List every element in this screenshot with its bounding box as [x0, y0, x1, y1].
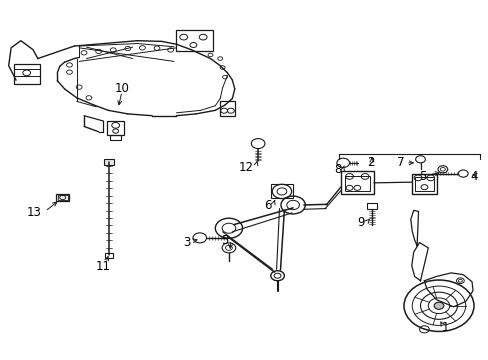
Bar	[344, 176, 369, 191]
Bar	[220, 102, 234, 116]
Bar	[414, 177, 433, 191]
Text: 13: 13	[26, 206, 41, 219]
Text: 6: 6	[264, 198, 271, 212]
Text: 11: 11	[96, 260, 111, 273]
Bar	[58, 195, 67, 200]
Bar	[340, 171, 373, 194]
Circle shape	[433, 302, 443, 309]
Bar	[110, 135, 121, 140]
Bar	[14, 64, 40, 84]
Text: 2: 2	[366, 156, 374, 169]
Text: 9: 9	[357, 216, 365, 229]
Bar	[176, 30, 212, 51]
Text: 5: 5	[221, 234, 228, 247]
Bar	[104, 159, 114, 165]
Bar	[366, 203, 376, 208]
Text: 12: 12	[238, 161, 253, 174]
Text: 3: 3	[183, 236, 191, 249]
Text: 4: 4	[469, 170, 477, 183]
Bar	[107, 121, 124, 135]
Text: 7: 7	[397, 156, 404, 169]
Bar	[411, 174, 436, 194]
Bar	[105, 253, 113, 258]
Text: 10: 10	[114, 82, 129, 95]
Bar	[271, 184, 292, 198]
Bar	[56, 194, 69, 202]
Text: 8: 8	[334, 163, 341, 176]
Text: 1: 1	[441, 321, 448, 334]
Text: 5: 5	[419, 170, 426, 183]
